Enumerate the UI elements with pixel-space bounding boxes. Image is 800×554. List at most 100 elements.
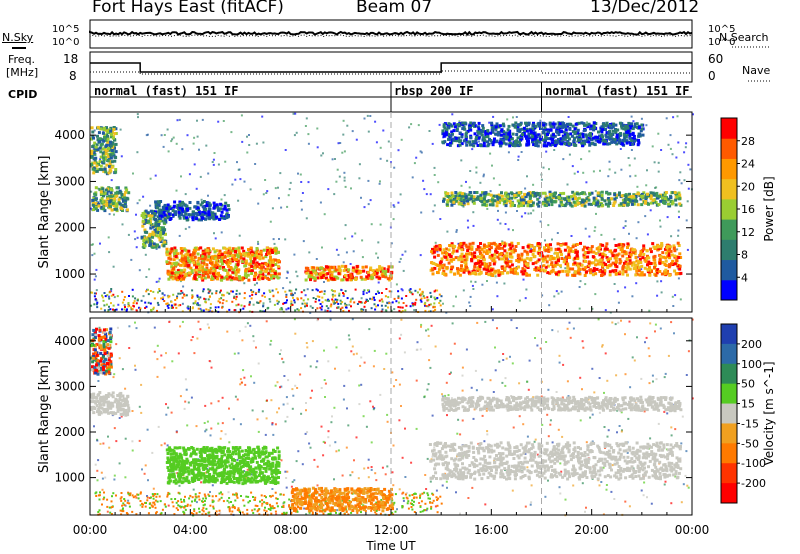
echo-cell-5 xyxy=(266,267,270,271)
echo-cell-7 xyxy=(677,244,681,247)
echo-cell-7 xyxy=(547,249,551,253)
echo-cell-8 xyxy=(512,204,516,207)
echo-cell-9 xyxy=(486,132,490,136)
echo-cell-7 xyxy=(526,244,530,248)
echo-cell-5 xyxy=(192,248,196,252)
echo-cell-7 xyxy=(555,262,559,266)
echo-cell-7 xyxy=(615,253,619,257)
speckle xyxy=(386,159,389,162)
echo-cell-7 xyxy=(637,269,641,273)
echo-cell-9 xyxy=(615,142,619,146)
echo-cell-5 xyxy=(242,257,246,261)
echo-cell-7 xyxy=(628,261,632,265)
echo-cell-2 xyxy=(117,199,121,203)
echo-cell-7 xyxy=(659,255,663,259)
echo-cell-6 xyxy=(313,277,317,281)
echo-cell-7 xyxy=(468,242,472,246)
echo-cell-7 xyxy=(661,261,665,265)
ground-scatter xyxy=(192,306,194,309)
ground-scatter xyxy=(429,310,432,313)
echo-cell-9 xyxy=(631,127,635,131)
echo-cell-5 xyxy=(211,277,215,280)
speckle xyxy=(401,253,404,256)
echo-cell-9 xyxy=(499,141,503,145)
echo-cell-5 xyxy=(187,249,191,253)
echo-cell-7 xyxy=(653,261,657,265)
speckle xyxy=(471,284,474,287)
echo-cell-9 xyxy=(606,142,610,146)
echo-cell-7 xyxy=(658,270,662,273)
echo-cell-8 xyxy=(488,203,492,207)
echo-cell-8 xyxy=(503,200,507,204)
speckle xyxy=(646,233,649,236)
ground-scatter xyxy=(350,305,352,308)
echo-cell-1 xyxy=(93,152,97,156)
speckle xyxy=(254,163,257,165)
ground-scatter xyxy=(338,294,341,297)
echo-cell-7 xyxy=(529,249,533,253)
echo-cell-7 xyxy=(599,260,603,264)
speckle xyxy=(300,208,303,211)
echo-cell-6 xyxy=(386,269,390,273)
ground-scatter xyxy=(300,297,303,300)
echo-cell-5 xyxy=(265,246,269,250)
echo-cell-7 xyxy=(497,273,501,277)
echo-cell-6 xyxy=(386,268,390,272)
echo-cell-9 xyxy=(534,144,538,147)
echo-cell-9 xyxy=(597,130,600,134)
echo-cell-7 xyxy=(437,267,441,271)
echo-cell-6 xyxy=(337,271,341,275)
echo-cell-9 xyxy=(572,142,576,146)
ground-scatter xyxy=(147,293,150,296)
echo-cell-7 xyxy=(460,248,464,252)
echo-cell-7 xyxy=(508,252,512,256)
echo-cell-5 xyxy=(231,247,235,251)
echo-cell-5 xyxy=(218,266,222,270)
echo-cell-9 xyxy=(533,134,537,138)
speckle xyxy=(584,227,587,230)
speckle xyxy=(324,309,327,312)
echo-cell-9 xyxy=(614,131,618,135)
speckle xyxy=(252,303,255,306)
speckle xyxy=(616,290,619,293)
echo-cell-9 xyxy=(445,128,449,132)
echo-cell-7 xyxy=(506,263,510,267)
echo-cell-9 xyxy=(516,136,520,140)
speckle xyxy=(307,142,310,145)
speckle xyxy=(591,307,594,310)
echo-cell-7 xyxy=(633,266,637,270)
ground-scatter xyxy=(261,310,264,313)
echo-cell-8 xyxy=(531,201,535,205)
echo-cell-9 xyxy=(493,137,496,141)
echo-cell-9 xyxy=(549,128,553,132)
speckle xyxy=(660,149,663,151)
ground-scatter xyxy=(358,300,361,303)
echo-cell-5 xyxy=(228,257,232,261)
echo-cell-6 xyxy=(362,269,366,273)
echo-cell-5 xyxy=(179,247,183,250)
echo-cell-7 xyxy=(623,261,626,265)
speckle xyxy=(307,133,310,136)
speckle xyxy=(133,230,136,233)
echo-cell-9 xyxy=(523,129,527,132)
ground-scatter xyxy=(327,298,330,301)
echo-cell-4 xyxy=(203,209,207,213)
ground-scatter xyxy=(375,293,378,295)
echo-cell-8 xyxy=(558,194,562,197)
echo-cell-9 xyxy=(452,138,456,142)
echo-cell-7 xyxy=(594,272,598,276)
echo-cell-9 xyxy=(441,140,445,144)
echo-cell-1 xyxy=(109,135,113,139)
speckle xyxy=(293,253,296,256)
echo-cell-5 xyxy=(194,270,198,274)
speckle xyxy=(222,120,225,122)
echo-cell-6 xyxy=(349,273,353,277)
ground-scatter xyxy=(203,297,206,300)
echo-cell-4 xyxy=(184,212,188,216)
echo-cell-9 xyxy=(613,137,617,141)
speckle xyxy=(687,187,690,190)
echo-cell-1 xyxy=(92,136,95,140)
echo-cell-3 xyxy=(141,212,145,215)
ground-scatter xyxy=(273,303,276,306)
echo-cell-3 xyxy=(162,221,166,225)
